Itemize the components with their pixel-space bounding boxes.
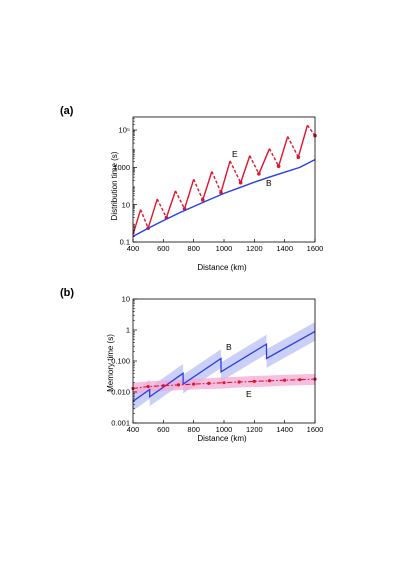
panel-b-y-tick-label: 10 <box>122 295 130 304</box>
series-e-point <box>219 190 223 195</box>
panel-a-x-tick-label: 600 <box>157 244 170 253</box>
panel-b-series-label-b: B <box>226 342 232 352</box>
series-e-point <box>161 384 165 388</box>
series-b-line <box>132 158 316 238</box>
panel-b: (b) 400 600 800 1000 1200 1400 1600 0.001 0.010 0… <box>60 287 323 443</box>
panel-b-x-tick-label: 1200 <box>246 425 263 434</box>
series-b-band <box>133 322 315 411</box>
panel-b-x-tick-label: 800 <box>187 425 200 434</box>
series-e-segment <box>211 171 222 193</box>
series-e-segment <box>229 160 242 184</box>
panel-a-y-tick-label: 1000 <box>113 163 130 172</box>
series-e-segment <box>258 148 271 175</box>
series-e-segment <box>193 178 204 201</box>
series-e-point <box>222 381 226 385</box>
series-e-point <box>192 382 196 386</box>
panel-b-x-axis-title: Distance (km) <box>197 434 247 443</box>
series-e-segment <box>287 136 299 158</box>
panel-a-x-tick-label: 1200 <box>246 244 263 253</box>
series-e-point <box>200 198 205 202</box>
series-e-segment <box>297 125 309 158</box>
series-e-segment <box>240 155 251 183</box>
panel-a-x-tick-label: 1400 <box>276 244 293 253</box>
panel-b-series-label-e: E <box>246 389 252 399</box>
series-e-point <box>257 172 261 176</box>
panel-a-y-axis-title: Distribution time (s) <box>110 151 119 220</box>
series-e-segment <box>306 124 316 137</box>
panel-a-x-axis-title: Distance (km) <box>197 263 247 272</box>
panel-a-y-tick-label: 10⁵ <box>119 126 130 135</box>
panel-b-x-tick-label: 1600 <box>307 425 324 434</box>
panel-a-y-tick-label: 10 <box>122 200 130 209</box>
series-e-segment <box>183 179 195 210</box>
series-e-point <box>238 180 243 185</box>
panel-b-x-tick-label: 1000 <box>216 425 233 434</box>
series-e-segment <box>156 198 167 219</box>
series-e-segment <box>202 171 213 201</box>
series-e-segment <box>165 190 177 218</box>
series-b-line <box>132 330 316 402</box>
series-e-segment <box>132 209 142 235</box>
panel-b-y-axis-title: Memory time (s) <box>106 334 115 392</box>
panel-a-label: (a) <box>60 105 74 117</box>
series-e-segment <box>249 155 260 175</box>
series-e-point <box>283 378 287 382</box>
series-e-segment <box>220 160 231 193</box>
series-e-point <box>176 383 181 387</box>
panel-a-x-tick-label: 400 <box>127 244 140 253</box>
panel-a-series-label-b: B <box>266 178 272 188</box>
panel-b-y-tick-label: 0.100 <box>111 357 130 366</box>
panel-a: (a) 400 600 800 1000 1200 1400 1600 0.1 10 1000 10… <box>60 105 323 272</box>
panel-b-x-tick-label: 400 <box>127 425 140 434</box>
panel-a-x-tick-label: 800 <box>187 244 200 253</box>
series-e-segment <box>277 136 289 167</box>
series-e-segment <box>268 148 280 167</box>
panel-b-label: (b) <box>60 287 74 299</box>
panel-a-x-tick-label: 1000 <box>216 244 233 253</box>
series-e-point <box>298 378 302 382</box>
series-e-point <box>252 379 256 383</box>
panel-b-x-tick-label: 600 <box>157 425 170 434</box>
series-e-point <box>267 379 272 383</box>
panel-b-y-tick-label: 0.010 <box>111 388 130 397</box>
series-e-point <box>237 380 241 384</box>
series-e-segment <box>147 198 158 229</box>
panel-b-y-tick-label: 0.001 <box>111 419 130 428</box>
panel-b-x-tick-label: 1400 <box>276 425 293 434</box>
panel-a-series-label-e: E <box>232 149 238 159</box>
panel-a-y-tick-label: 0.1 <box>120 238 130 247</box>
series-e-segment <box>139 209 149 229</box>
series-e-point <box>296 155 301 160</box>
panel-b-y-tick-label: 1 <box>126 326 130 335</box>
series-e-point <box>276 164 281 169</box>
series-e-segment <box>174 190 186 210</box>
panel-a-x-tick-label: 1600 <box>307 244 324 253</box>
series-e-point <box>146 384 150 389</box>
series-e-point <box>207 381 211 385</box>
